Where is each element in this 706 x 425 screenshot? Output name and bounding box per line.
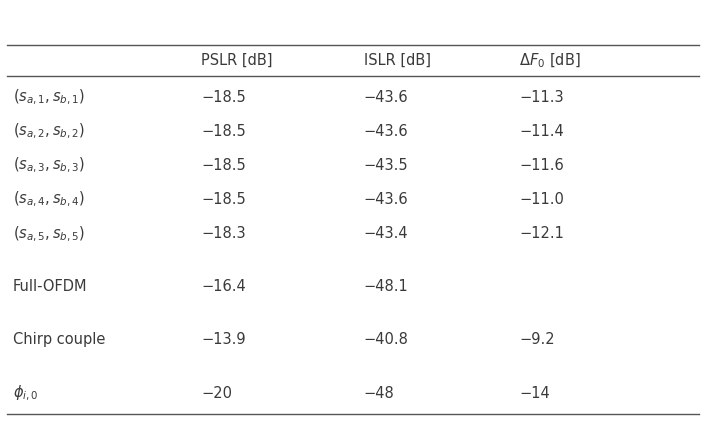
- Text: −14: −14: [519, 385, 550, 400]
- Text: −43.6: −43.6: [364, 124, 408, 139]
- Text: −16.4: −16.4: [201, 279, 246, 295]
- Text: −9.2: −9.2: [519, 332, 554, 348]
- Text: −48.1: −48.1: [364, 279, 408, 295]
- Text: −13.9: −13.9: [201, 332, 246, 348]
- Text: −48: −48: [364, 385, 395, 400]
- Text: −12.1: −12.1: [519, 227, 564, 241]
- Text: −11.0: −11.0: [519, 192, 564, 207]
- Text: −43.6: −43.6: [364, 192, 408, 207]
- Text: $(s_{a,1}, s_{b,1})$: $(s_{a,1}, s_{b,1})$: [13, 88, 85, 107]
- Text: $\phi_{i,0}$: $\phi_{i,0}$: [13, 383, 38, 402]
- Text: −18.3: −18.3: [201, 227, 246, 241]
- Text: −20: −20: [201, 385, 232, 400]
- Text: −43.5: −43.5: [364, 158, 408, 173]
- Text: −11.6: −11.6: [519, 158, 563, 173]
- Text: −18.5: −18.5: [201, 90, 246, 105]
- Text: Chirp couple: Chirp couple: [13, 332, 105, 348]
- Text: −40.8: −40.8: [364, 332, 409, 348]
- Text: PSLR [dB]: PSLR [dB]: [201, 53, 273, 68]
- Text: −11.3: −11.3: [519, 90, 563, 105]
- Text: −43.6: −43.6: [364, 90, 408, 105]
- Text: $\Delta F_0$ [dB]: $\Delta F_0$ [dB]: [519, 51, 580, 70]
- Text: $(s_{a,2}, s_{b,2})$: $(s_{a,2}, s_{b,2})$: [13, 122, 85, 141]
- Text: $(s_{a,4}, s_{b,4})$: $(s_{a,4}, s_{b,4})$: [13, 190, 85, 210]
- Text: $(s_{a,3}, s_{b,3})$: $(s_{a,3}, s_{b,3})$: [13, 156, 85, 175]
- Text: $(s_{a,5}, s_{b,5})$: $(s_{a,5}, s_{b,5})$: [13, 224, 85, 244]
- Text: ISLR [dB]: ISLR [dB]: [364, 53, 431, 68]
- Text: −18.5: −18.5: [201, 124, 246, 139]
- Text: −18.5: −18.5: [201, 158, 246, 173]
- Text: −11.4: −11.4: [519, 124, 563, 139]
- Text: Full-OFDM: Full-OFDM: [13, 279, 88, 295]
- Text: −43.4: −43.4: [364, 227, 408, 241]
- Text: −18.5: −18.5: [201, 192, 246, 207]
